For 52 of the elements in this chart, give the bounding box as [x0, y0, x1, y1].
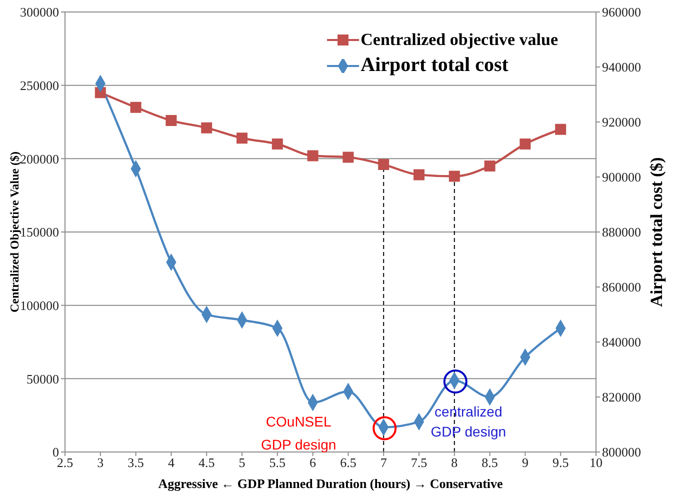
point	[484, 160, 496, 172]
y2-axis-title: Airport total cost ($)	[647, 157, 666, 307]
x-tick-label: 3	[97, 455, 104, 470]
x-tick-label: 8	[451, 455, 458, 470]
y2-tick-label: 960000	[602, 4, 641, 20]
y2-tick-label: 840000	[602, 334, 641, 350]
point	[378, 159, 390, 170]
x-tick-label: 10	[590, 455, 602, 470]
y-tick-label: 200000	[20, 151, 59, 166]
y-axis-title: Centralized Objective Value ($)	[7, 152, 22, 312]
point	[166, 115, 177, 126]
x-tick-label: 2.5	[56, 455, 74, 470]
x-tick-label: 7.5	[410, 455, 428, 470]
y2-tick-label: 880000	[602, 224, 641, 240]
point	[448, 170, 460, 182]
y2-tick-label: 920000	[602, 114, 641, 130]
point	[555, 124, 566, 135]
point	[307, 150, 318, 162]
x-tick-label: 6.5	[340, 455, 356, 470]
x-axis-title: Aggressive ← GDP Planned Duration (hours) → Conservative	[158, 476, 504, 491]
y2-tick-label: 940000	[602, 60, 641, 75]
point	[272, 138, 283, 150]
x-tick-label: 9.5	[552, 455, 569, 470]
point	[236, 132, 248, 144]
x-tick-label: 8.5	[482, 455, 498, 470]
point	[201, 122, 212, 134]
y2-tick-label: 900000	[602, 170, 641, 185]
x-tick-label: 5.5	[269, 455, 286, 470]
legend-label: Airport total cost	[360, 54, 508, 77]
y-tick-label: 150000	[20, 224, 59, 240]
x-tick-label: 9	[522, 455, 528, 470]
x-tick-label: 5	[238, 455, 246, 470]
point	[414, 169, 424, 180]
x-tick-label: 4.5	[198, 455, 215, 470]
annotation: COuNSEL GDP design	[260, 413, 336, 452]
x-tick-label: 6	[310, 455, 317, 470]
y-tick-label: 300000	[20, 4, 59, 20]
x-tick-label: 4	[168, 455, 175, 470]
y-tick-label: 250000	[20, 78, 59, 93]
point	[130, 102, 142, 113]
point	[520, 138, 531, 150]
x-tick-label: 3.5	[128, 455, 144, 470]
y2-tick-label: 800000	[602, 444, 641, 460]
point	[342, 152, 354, 163]
x-tick-label: 7	[380, 455, 388, 470]
legend-label: Centralized objective value	[360, 30, 558, 50]
annotation: centralized GDP design	[430, 404, 506, 440]
y-tick-label: 50000	[26, 371, 59, 386]
y-tick-label: 100000	[20, 298, 59, 313]
y2-tick-label: 860000	[602, 280, 641, 295]
y-tick-label: 0	[52, 444, 59, 460]
y2-tick-label: 820000	[602, 390, 641, 405]
